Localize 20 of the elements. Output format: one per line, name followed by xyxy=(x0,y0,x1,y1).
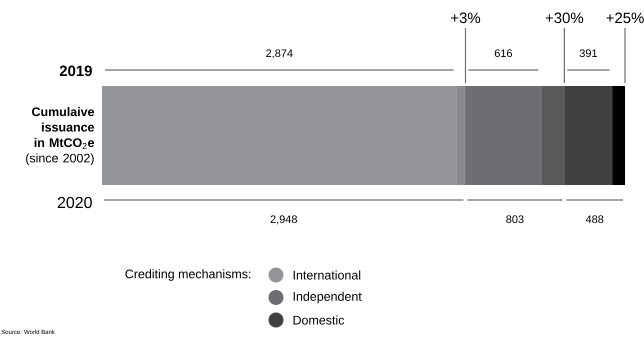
text: 391 xyxy=(580,49,598,58)
text: +25% xyxy=(606,12,644,24)
text: 2,874 xyxy=(266,49,293,58)
y-axis-title: Cumulaive issuance in MtCO$_{2}$e (since 2002) xyxy=(26,107,94,165)
legend-label: Domestic xyxy=(294,315,344,325)
text: 2,948 xyxy=(270,215,297,224)
legend-label: Independent xyxy=(294,292,362,304)
legend-label: International xyxy=(294,270,360,280)
text: 488 xyxy=(586,215,604,224)
bar xyxy=(564,86,612,185)
bar xyxy=(465,86,542,185)
text: 616 xyxy=(494,49,512,58)
text: 803 xyxy=(506,215,524,224)
text: 2020 xyxy=(58,196,92,208)
text: +3% xyxy=(451,12,480,24)
text: 2019 xyxy=(60,66,92,76)
bar xyxy=(541,86,564,185)
text: +30% xyxy=(546,12,584,24)
legend-title: Crediting mechanisms: xyxy=(125,269,250,281)
bar xyxy=(612,86,626,185)
